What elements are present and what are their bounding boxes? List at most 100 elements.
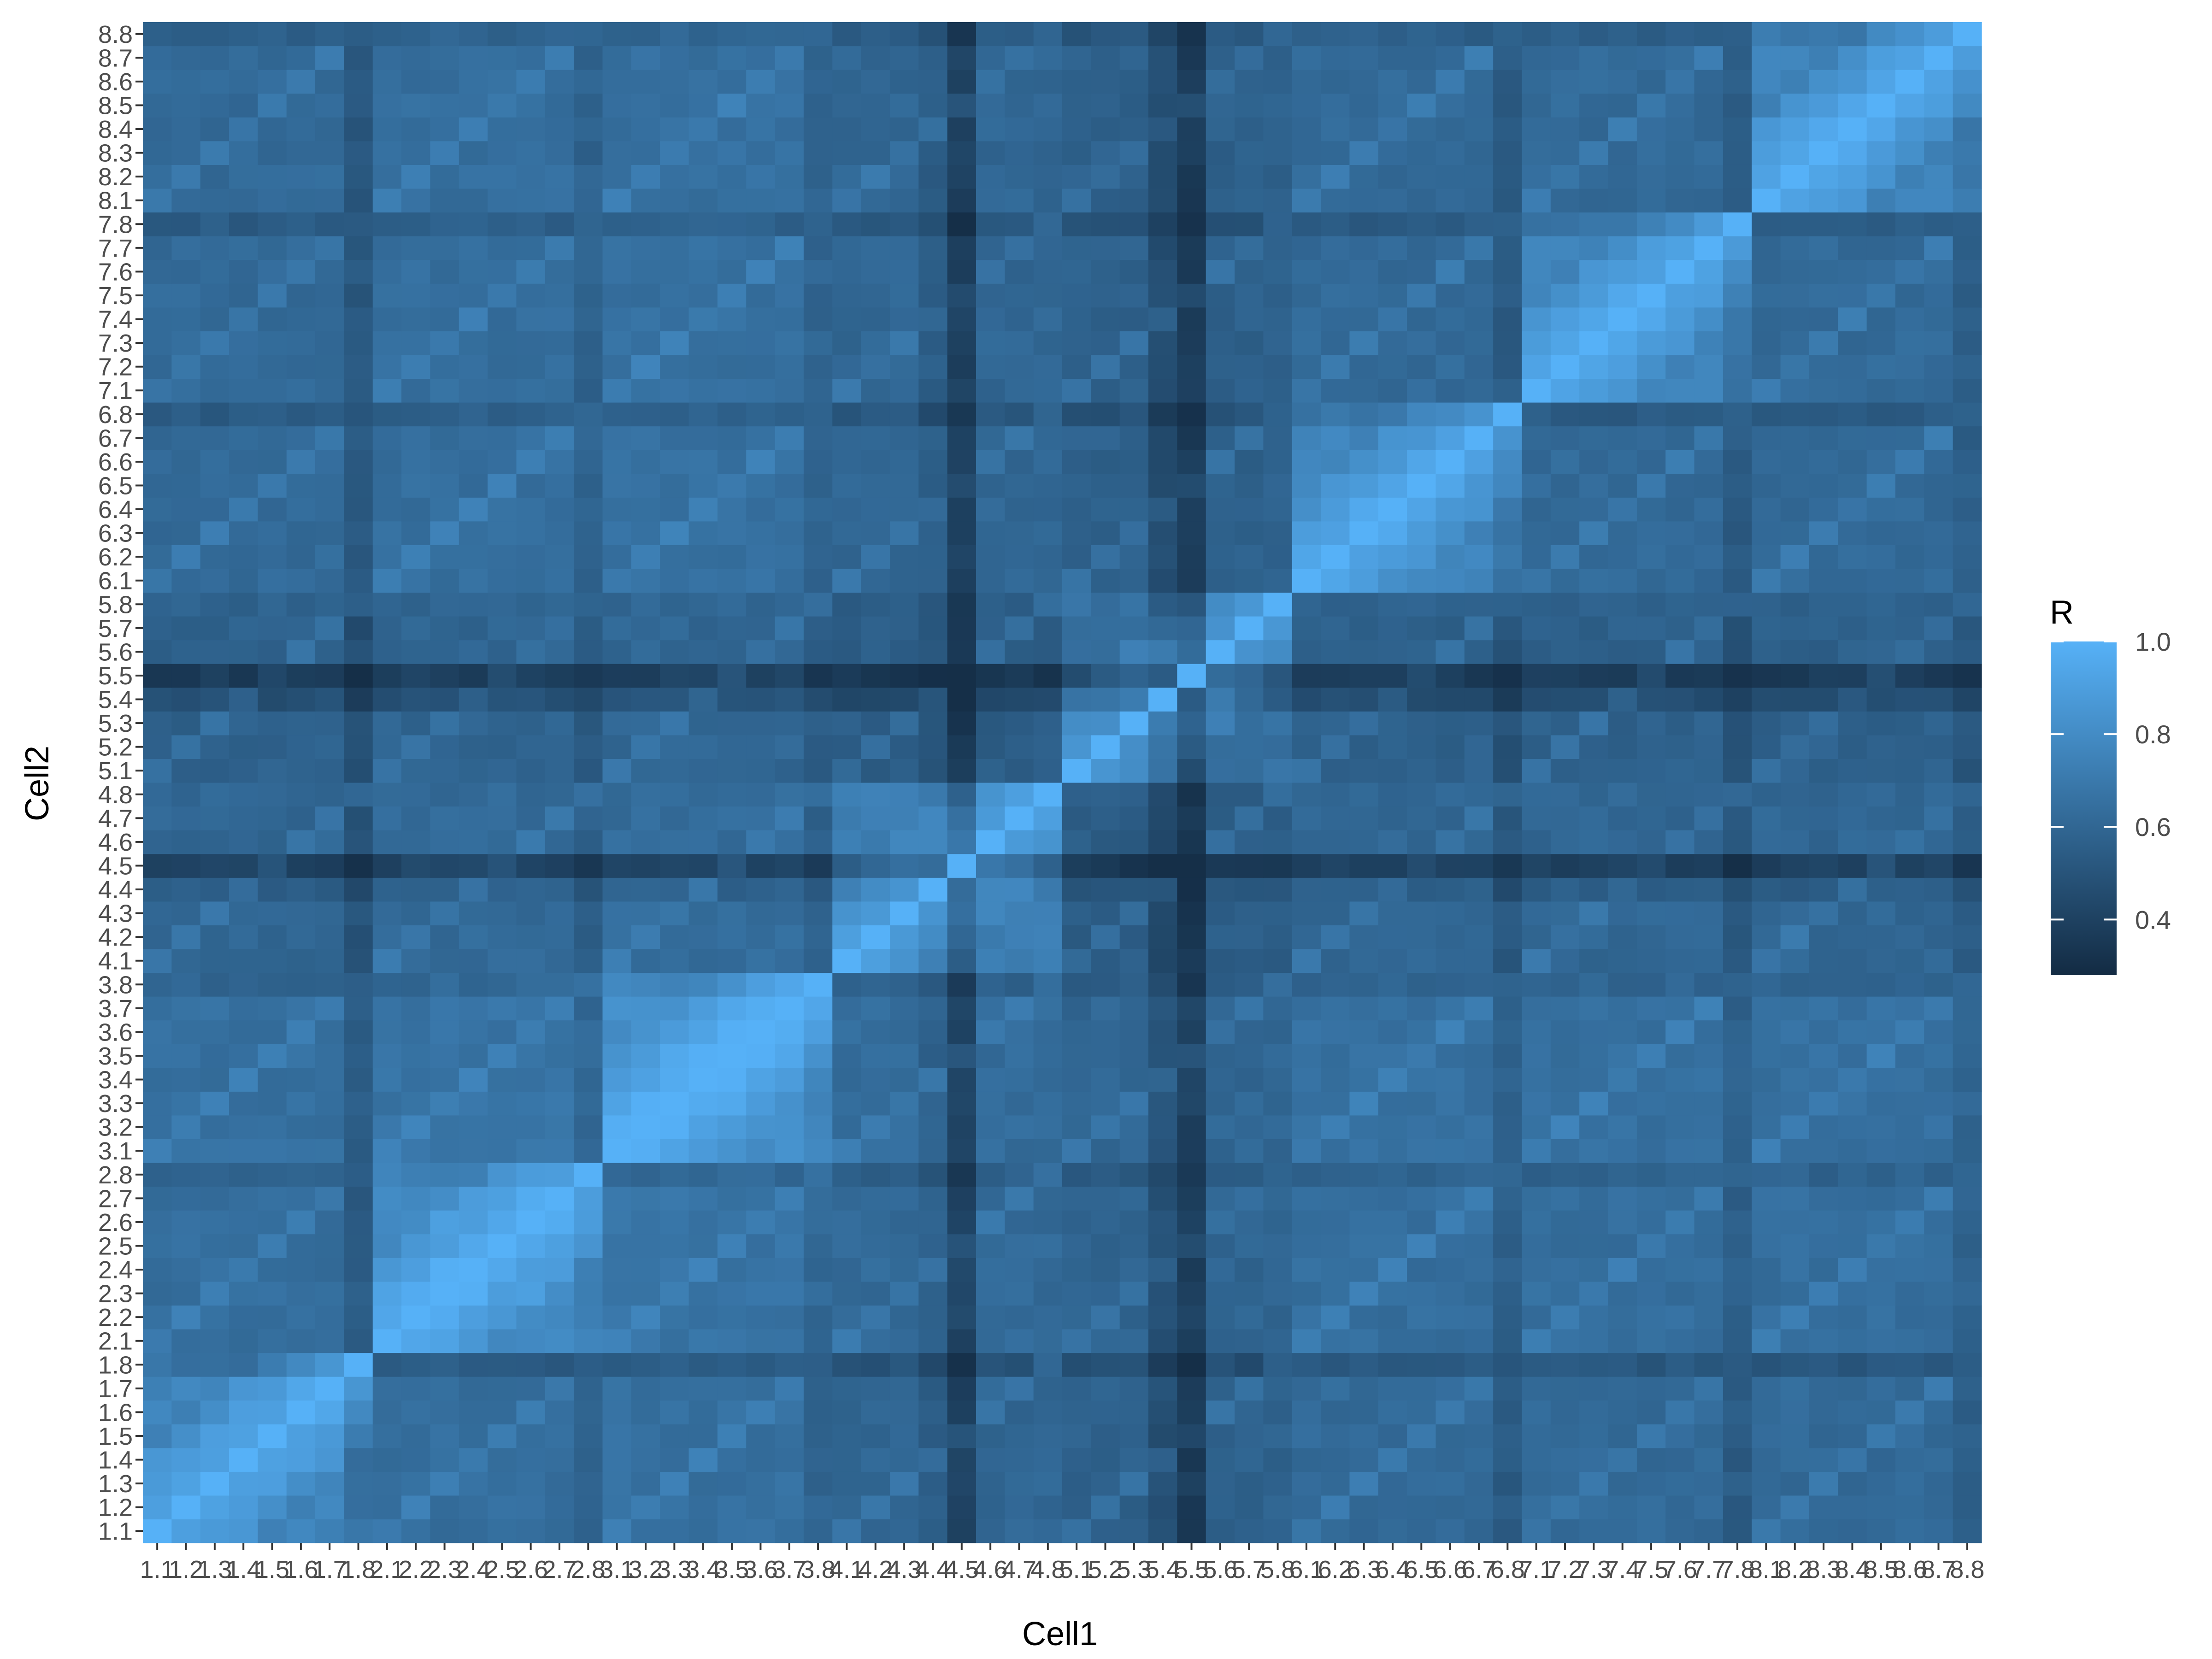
heatmap-cell bbox=[832, 402, 862, 427]
heatmap-cell bbox=[258, 806, 287, 830]
heatmap-cell bbox=[1062, 592, 1091, 617]
heatmap-cell bbox=[775, 568, 804, 593]
heatmap-cell bbox=[344, 948, 373, 973]
heatmap-cell bbox=[1407, 948, 1436, 973]
heatmap-cell bbox=[918, 925, 948, 949]
heatmap-cell bbox=[1292, 640, 1321, 664]
heatmap-cell bbox=[1177, 568, 1206, 593]
heatmap-cell bbox=[1953, 1258, 1982, 1282]
heatmap-cell bbox=[344, 402, 373, 427]
heatmap-cell bbox=[1866, 1258, 1896, 1282]
heatmap-cell bbox=[1924, 806, 1953, 830]
heatmap-cell bbox=[344, 806, 373, 830]
heatmap-cell bbox=[574, 259, 603, 284]
heatmap-cell bbox=[1091, 996, 1120, 1021]
heatmap-cell bbox=[775, 1305, 804, 1330]
heatmap-cell bbox=[545, 22, 574, 47]
heatmap-cell bbox=[1866, 497, 1896, 522]
heatmap-cell bbox=[1062, 806, 1091, 830]
heatmap-cell bbox=[372, 402, 402, 427]
heatmap-cell bbox=[143, 1044, 172, 1068]
heatmap-cell bbox=[832, 1471, 862, 1496]
heatmap-cell bbox=[1579, 188, 1609, 213]
heatmap-cell bbox=[1665, 22, 1695, 47]
heatmap-cell bbox=[372, 70, 402, 94]
heatmap-cell bbox=[372, 473, 402, 498]
heatmap-cell bbox=[889, 188, 919, 213]
heatmap-cell bbox=[1464, 687, 1494, 712]
heatmap-cell bbox=[889, 93, 919, 118]
heatmap-cell bbox=[1579, 948, 1609, 973]
heatmap-cell bbox=[1780, 1424, 1810, 1448]
heatmap-cell bbox=[1033, 1067, 1063, 1092]
heatmap-cell bbox=[1378, 640, 1407, 664]
heatmap-cell bbox=[803, 901, 833, 925]
heatmap-cell bbox=[1924, 545, 1953, 569]
heatmap-cell bbox=[1809, 1519, 1838, 1543]
heatmap-cell bbox=[660, 1210, 689, 1235]
heatmap-cell bbox=[1752, 711, 1781, 735]
heatmap-cell bbox=[516, 22, 546, 47]
heatmap-cell bbox=[1119, 901, 1149, 925]
heatmap-cell bbox=[1177, 1020, 1206, 1044]
heatmap-cell bbox=[143, 616, 172, 641]
heatmap-cell bbox=[775, 1447, 804, 1472]
heatmap-cell bbox=[1694, 1353, 1724, 1377]
heatmap-cell bbox=[1723, 664, 1752, 688]
heatmap-cell bbox=[1177, 236, 1206, 260]
heatmap-cell bbox=[430, 853, 459, 878]
heatmap-cell bbox=[688, 1377, 718, 1401]
heatmap-cell bbox=[1177, 948, 1206, 973]
heatmap-cell bbox=[1235, 1495, 1264, 1520]
heatmap-cell bbox=[344, 1471, 373, 1496]
heatmap-cell bbox=[200, 1186, 229, 1211]
heatmap-cell bbox=[1033, 1163, 1063, 1187]
heatmap-cell bbox=[229, 640, 258, 664]
heatmap-cell bbox=[1780, 473, 1810, 498]
heatmap-cell bbox=[775, 236, 804, 260]
heatmap-cell bbox=[1522, 1495, 1551, 1520]
heatmap-cell bbox=[889, 141, 919, 165]
heatmap-cell bbox=[545, 1139, 574, 1163]
heatmap-cell bbox=[1321, 1305, 1350, 1330]
heatmap-cell bbox=[545, 925, 574, 949]
heatmap-cell bbox=[401, 283, 431, 308]
heatmap-cell bbox=[1522, 640, 1551, 664]
heatmap-cell bbox=[430, 711, 459, 735]
y-tick-label: 6.5 bbox=[98, 472, 133, 500]
heatmap-cell bbox=[832, 1353, 862, 1377]
heatmap-cell bbox=[1924, 1329, 1953, 1353]
heatmap-cell bbox=[1119, 972, 1149, 997]
heatmap-cell bbox=[574, 1210, 603, 1235]
heatmap-cell bbox=[229, 1447, 258, 1472]
heatmap-cell bbox=[1895, 402, 1924, 427]
heatmap-cell bbox=[1924, 830, 1953, 854]
heatmap-cell bbox=[688, 1519, 718, 1543]
heatmap-cell bbox=[1119, 568, 1149, 593]
heatmap-cell bbox=[286, 1471, 316, 1496]
heatmap-cell bbox=[1522, 1044, 1551, 1068]
heatmap-cell bbox=[631, 925, 660, 949]
heatmap-cell bbox=[1091, 521, 1120, 545]
heatmap-cell bbox=[1522, 759, 1551, 783]
heatmap-cell bbox=[1148, 283, 1177, 308]
heatmap-cell bbox=[1838, 782, 1867, 807]
y-tick-label: 1.5 bbox=[98, 1423, 133, 1450]
heatmap-cell bbox=[459, 616, 488, 641]
heatmap-cell bbox=[1148, 1186, 1177, 1211]
heatmap-cell bbox=[1062, 1234, 1091, 1258]
heatmap-cell bbox=[516, 782, 546, 807]
heatmap-cell bbox=[229, 616, 258, 641]
heatmap-cell bbox=[574, 93, 603, 118]
heatmap-cell bbox=[1349, 996, 1379, 1021]
heatmap-cell bbox=[372, 117, 402, 141]
heatmap-cell bbox=[1033, 616, 1063, 641]
heatmap-cell bbox=[1636, 1305, 1666, 1330]
heatmap-cell bbox=[1292, 806, 1321, 830]
heatmap-cell bbox=[516, 1139, 546, 1163]
heatmap-cell bbox=[200, 1305, 229, 1330]
heatmap-cell bbox=[1349, 759, 1379, 783]
heatmap-cell bbox=[1292, 759, 1321, 783]
heatmap-cell bbox=[746, 853, 776, 878]
heatmap-cell bbox=[1435, 93, 1465, 118]
